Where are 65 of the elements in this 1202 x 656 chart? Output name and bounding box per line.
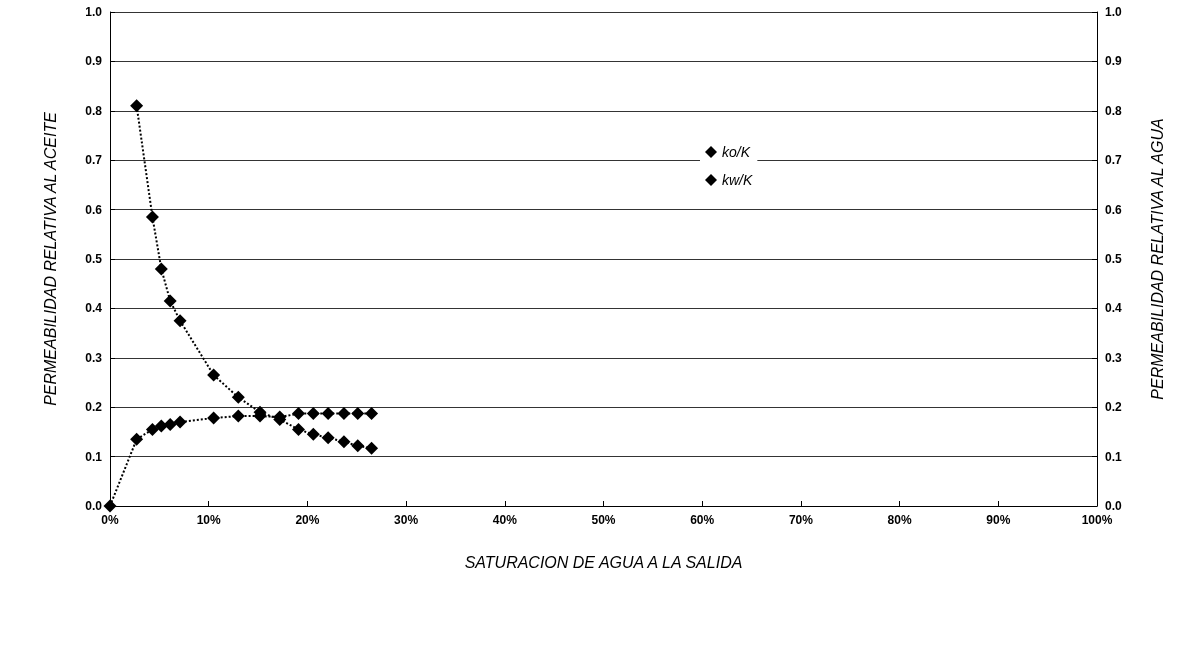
x-tick-label: 50% xyxy=(591,513,616,527)
point xyxy=(207,368,221,382)
point xyxy=(292,422,306,436)
y2-tick-label: 1.0 xyxy=(1105,5,1123,19)
x-tick-label: 40% xyxy=(492,513,518,527)
x-tick-label: 0% xyxy=(101,513,119,527)
y2-tick-label: 0.5 xyxy=(1105,252,1123,266)
point xyxy=(163,417,177,431)
point xyxy=(145,210,159,224)
x-tick-label: 20% xyxy=(295,513,320,527)
point xyxy=(321,407,335,421)
y2-tick-label: 0.6 xyxy=(1105,202,1123,217)
point xyxy=(351,407,365,421)
point xyxy=(130,432,144,446)
point xyxy=(130,99,144,113)
y2-tick-label: 0.7 xyxy=(1105,153,1123,168)
y2-tick-label: 0.3 xyxy=(1105,350,1123,365)
y-tick-label: 0.0 xyxy=(85,499,103,513)
y-tick-label: 0.1 xyxy=(85,449,103,464)
point xyxy=(337,407,351,421)
y-tick-label: 0.3 xyxy=(85,350,103,365)
point xyxy=(365,407,379,421)
y2-tick-label: 0.8 xyxy=(1105,103,1123,118)
point xyxy=(207,411,221,425)
legend-label: kw/K xyxy=(722,172,753,188)
x-tick-label: 60% xyxy=(690,513,715,527)
point xyxy=(365,441,379,455)
y2-tick-label: 0.1 xyxy=(1105,449,1123,464)
y-tick-label: 1.0 xyxy=(85,5,103,19)
y2-axis-title: PERMEABILIDAD RELATIVA AL AGUA xyxy=(1148,118,1166,400)
point xyxy=(103,499,117,513)
y-axis-title: PERMEABILIDAD RELATIVA AL ACEITE xyxy=(41,111,59,406)
x-tick-label: 80% xyxy=(887,513,912,527)
x-tick-label: 100% xyxy=(1081,513,1113,527)
point xyxy=(173,314,187,328)
y-tick-label: 0.6 xyxy=(85,202,103,217)
y-tick-label: 0.4 xyxy=(85,301,103,316)
point xyxy=(154,419,168,433)
point xyxy=(173,415,187,429)
y-tick-label: 0.9 xyxy=(85,54,103,69)
y-tick-label: 0.8 xyxy=(85,103,103,118)
x-tick-label: 10% xyxy=(196,513,222,527)
y-tick-label: 0.7 xyxy=(85,153,103,168)
y2-tick-label: 0.4 xyxy=(1105,301,1123,316)
point xyxy=(351,439,365,453)
point xyxy=(292,407,306,421)
y-tick-label: 0.2 xyxy=(85,400,103,415)
y2-tick-label: 0.0 xyxy=(1105,499,1123,513)
y2-tick-label: 0.2 xyxy=(1105,400,1123,415)
point xyxy=(321,431,335,445)
point xyxy=(337,435,351,449)
point xyxy=(306,427,320,441)
x-tick-label: 70% xyxy=(788,513,814,527)
point xyxy=(231,409,245,423)
legend-label: ko/K xyxy=(722,144,751,160)
x-tick-label: 90% xyxy=(986,513,1011,527)
y2-tick-label: 0.9 xyxy=(1105,54,1123,69)
point xyxy=(231,390,245,404)
x-axis-title: SATURACION DE AGUA A LA SALIDA xyxy=(464,553,743,571)
point xyxy=(306,407,320,421)
x-tick-label: 30% xyxy=(394,513,419,527)
point xyxy=(163,294,177,308)
point xyxy=(145,422,159,436)
y-tick-label: 0.5 xyxy=(85,252,103,266)
point xyxy=(154,262,168,276)
